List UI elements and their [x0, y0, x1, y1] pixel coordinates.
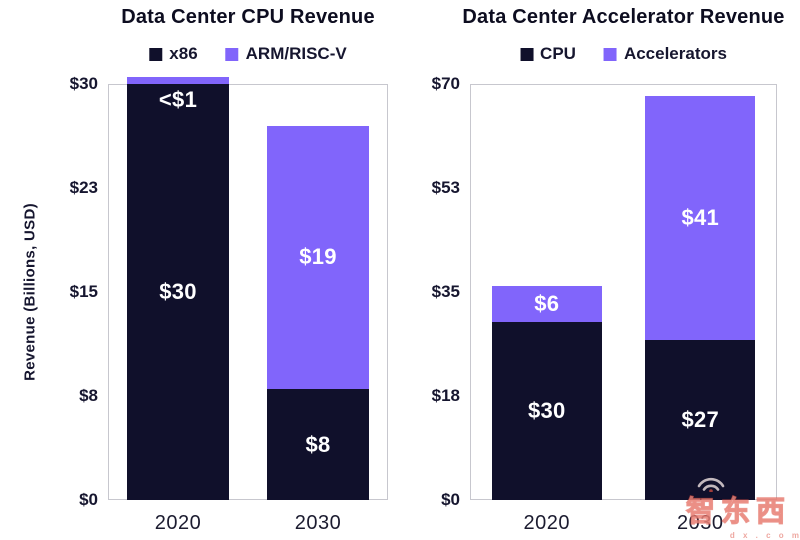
bar-segment-x86-2030: [267, 389, 369, 500]
x-axis-category-label: 2030: [294, 512, 342, 534]
legend-swatch-icon: [149, 47, 163, 61]
bar-segment-cpu-2020: [491, 321, 602, 500]
legend: x86 ARM/RISC-V: [149, 44, 347, 64]
y-axis-label: Revenue (Billions, USD): [21, 203, 39, 381]
y-tick-label: $18: [431, 386, 460, 405]
bar-value-label: $41: [681, 204, 720, 230]
bar-segment-accelerators-2020: [491, 286, 602, 322]
x-axis-category-label: 2020: [523, 512, 570, 534]
legend-item-cpu: CPU: [520, 44, 576, 64]
legend-item-arm-risc-v: ARM/RISC-V: [225, 44, 347, 64]
bar-segment-x86-2020: [127, 84, 229, 500]
y-tick-label: $53: [431, 178, 460, 197]
legend-swatch-icon: [520, 47, 534, 61]
legend-label: ARM/RISC-V: [245, 44, 347, 63]
chart-title: Data Center Accelerator Revenue: [462, 6, 785, 28]
legend: CPU Accelerators: [520, 44, 727, 64]
x-axis-category-label: 2020: [154, 512, 202, 534]
bar-segment-accelerators-2030: [645, 95, 756, 340]
bar-segment-arm-risc-v-2030: [267, 125, 369, 390]
legend-item-x86: x86: [149, 44, 198, 64]
bar-segment-arm-risc-v-2020: [127, 77, 229, 84]
bar-value-label: <$1: [158, 87, 198, 112]
x-axis-category-label: 2030: [677, 512, 724, 534]
bar-value-label: $27: [681, 406, 720, 432]
legend-label: CPU: [540, 44, 576, 63]
y-tick-label: $30: [69, 74, 98, 93]
legend-swatch-icon: [603, 47, 617, 61]
legend-label: x86: [169, 44, 198, 63]
bar-value-label: $30: [159, 279, 197, 304]
bar-value-label: $6: [534, 290, 560, 316]
legend-label: Accelerators: [623, 44, 727, 63]
bar-value-label: $30: [527, 397, 566, 423]
bar-value-label: $19: [299, 244, 337, 270]
y-tick-label: $70: [431, 74, 460, 93]
bar-value-label: $8: [305, 431, 331, 457]
y-tick-label: $0: [79, 490, 98, 509]
legend-item-accelerators: Accelerators: [603, 44, 727, 64]
y-tick-label: $0: [441, 490, 460, 509]
chart-title: Data Center CPU Revenue: [121, 6, 375, 28]
legend-swatch-icon: [225, 47, 239, 61]
y-tick-label: $15: [69, 282, 98, 301]
y-tick-label: $23: [69, 178, 98, 197]
y-tick-label: $35: [431, 282, 460, 301]
y-tick-label: $8: [79, 386, 98, 405]
bar-segment-cpu-2030: [645, 339, 756, 500]
